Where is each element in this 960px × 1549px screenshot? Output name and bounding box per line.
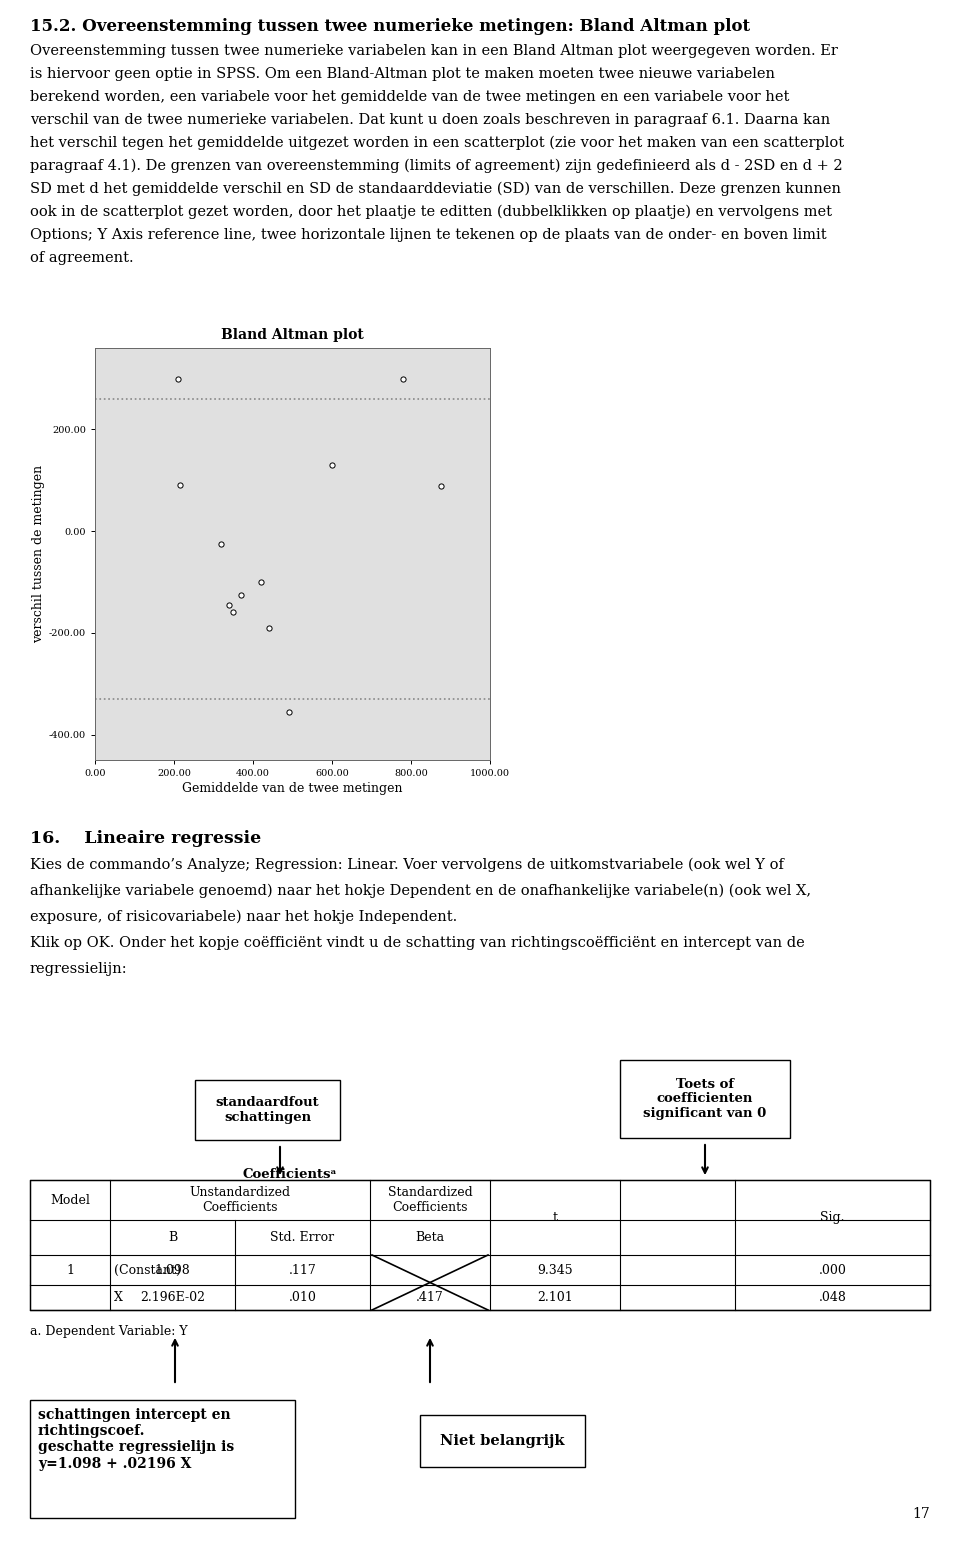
Bar [620, 1060, 790, 1139]
Bar [30, 1180, 930, 1310]
X-axis label: Gemiddelde van de twee metingen: Gemiddelde van de twee metingen [182, 782, 403, 795]
Text: Unstandardized
Coefficients: Unstandardized Coefficients [189, 1187, 291, 1214]
Point [233, 582, 249, 607]
Text: Standardized
Coefficients: Standardized Coefficients [388, 1187, 472, 1214]
Text: SD met d het gemiddelde verschil en SD de standaarddeviatie (SD) van de verschil: SD met d het gemiddelde verschil en SD d… [30, 181, 841, 197]
Text: t: t [553, 1211, 558, 1224]
Text: Sig.: Sig. [820, 1211, 845, 1224]
Text: Klik op OK. Onder het kopje coëfficiënt vindt u de schatting van richtingscoëffi: Klik op OK. Onder het kopje coëfficiënt … [30, 936, 804, 950]
Text: (Constant): (Constant) [114, 1264, 180, 1276]
Text: is hiervoor geen optie in SPSS. Om een Bland-Altman plot te maken moeten twee ni: is hiervoor geen optie in SPSS. Om een B… [30, 67, 775, 81]
Text: B: B [168, 1231, 178, 1244]
Text: Kies de commando’s Analyze; Regression: Linear. Voer vervolgens de uitkomstvaria: Kies de commando’s Analyze; Regression: … [30, 858, 784, 872]
Text: X: X [114, 1290, 123, 1304]
Text: exposure, of risicovariabele) naar het hokje Independent.: exposure, of risicovariabele) naar het h… [30, 909, 457, 925]
Text: schattingen intercept en
richtingscoef.
geschatte regressielijn is
y=1.098 + .02: schattingen intercept en richtingscoef. … [38, 1408, 234, 1470]
Text: .417: .417 [416, 1290, 444, 1304]
Text: .048: .048 [819, 1290, 847, 1304]
Point [214, 531, 229, 556]
Y-axis label: verschil tussen de metingen: verschil tussen de metingen [32, 465, 45, 643]
Text: 16.    Lineaire regressie: 16. Lineaire regressie [30, 830, 261, 847]
Text: afhankelijke variabele genoemd) naar het hokje Dependent en de onafhankelijke va: afhankelijke variabele genoemd) naar het… [30, 884, 811, 898]
Bar [30, 1400, 295, 1518]
Bar [420, 1414, 585, 1467]
Text: standaardfout
schattingen: standaardfout schattingen [216, 1097, 320, 1125]
Point [433, 474, 448, 499]
Text: het verschil tegen het gemiddelde uitgezet worden in een scatterplot (zie voor h: het verschil tegen het gemiddelde uitgez… [30, 136, 844, 150]
Text: Beta: Beta [416, 1231, 444, 1244]
Text: .010: .010 [289, 1290, 317, 1304]
Text: of agreement.: of agreement. [30, 251, 133, 265]
Point [324, 452, 340, 477]
Text: a. Dependent Variable: Y: a. Dependent Variable: Y [30, 1324, 187, 1338]
Text: regressielijn:: regressielijn: [30, 962, 128, 976]
Text: 15.2. Overeenstemming tussen twee numerieke metingen: Bland Altman plot: 15.2. Overeenstemming tussen twee numeri… [30, 19, 750, 36]
Text: 2.101: 2.101 [538, 1290, 573, 1304]
Text: paragraaf 4.1). De grenzen van overeenstemming (limits of agreement) zijn gedefi: paragraaf 4.1). De grenzen van overeenst… [30, 160, 843, 173]
Point [226, 599, 241, 624]
Text: Options; Y Axis reference line, twee horizontale lijnen te tekenen op de plaats : Options; Y Axis reference line, twee hor… [30, 228, 827, 242]
Text: ook in de scatterplot gezet worden, door het plaatje te editten (dubbelklikken o: ook in de scatterplot gezet worden, door… [30, 204, 832, 220]
Text: 2.196E-02: 2.196E-02 [140, 1290, 205, 1304]
Text: .000: .000 [819, 1264, 847, 1276]
Text: 1.098: 1.098 [155, 1264, 190, 1276]
Point [253, 570, 269, 595]
Text: 17: 17 [912, 1507, 930, 1521]
Text: Std. Error: Std. Error [271, 1231, 335, 1244]
Text: 9.345: 9.345 [538, 1264, 573, 1276]
Text: Model: Model [50, 1193, 90, 1207]
Point [222, 592, 237, 617]
Text: .117: .117 [289, 1264, 317, 1276]
Text: Overeenstemming tussen twee numerieke variabelen kan in een Bland Altman plot we: Overeenstemming tussen twee numerieke va… [30, 43, 838, 57]
Text: Bland Altman plot: Bland Altman plot [221, 328, 364, 342]
Text: verschil van de twee numerieke variabelen. Dat kunt u doen zoals beschreven in p: verschil van de twee numerieke variabele… [30, 113, 830, 127]
Point [396, 366, 411, 390]
Text: berekend worden, een variabele voor het gemiddelde van de twee metingen en een v: berekend worden, een variabele voor het … [30, 90, 789, 104]
Point [170, 366, 185, 390]
Bar [195, 1080, 340, 1140]
Point [172, 472, 187, 497]
Point [261, 615, 276, 640]
Text: Niet belangrijk: Niet belangrijk [441, 1434, 564, 1448]
Point [281, 699, 297, 723]
Text: Toets of
coefficienten
significant van 0: Toets of coefficienten significant van 0 [643, 1078, 767, 1120]
Text: 1: 1 [66, 1264, 74, 1276]
Text: Coefficientsᵃ: Coefficientsᵃ [243, 1168, 337, 1180]
